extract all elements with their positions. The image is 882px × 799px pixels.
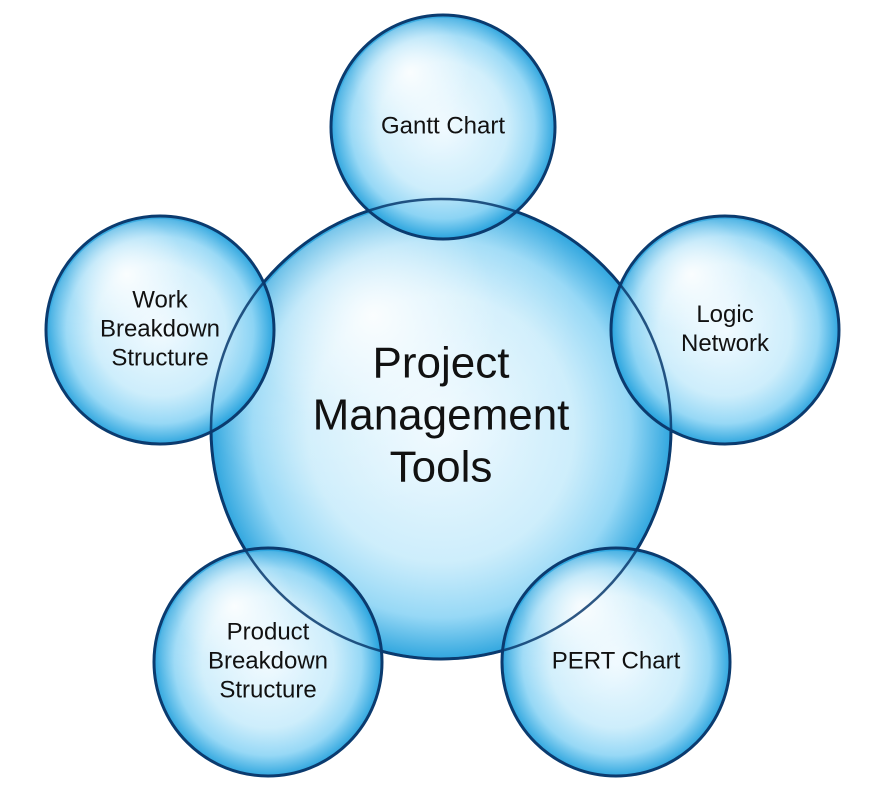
project-management-tools-shine	[214, 202, 668, 656]
logic-network-bubble	[609, 214, 841, 446]
pert-chart-bubble	[500, 546, 732, 778]
pert-chart-shine	[505, 551, 727, 773]
gantt-chart-bubble	[329, 13, 557, 241]
pert-chart-label-line: PERT Chart	[552, 647, 681, 674]
work-breakdown-structure-bubble	[44, 214, 276, 446]
product-breakdown-structure-shine	[157, 551, 379, 773]
logic-network-label-line: Logic	[696, 301, 753, 328]
logic-network-label: Logic Network	[681, 301, 770, 357]
logic-network-label-line: Network	[681, 330, 770, 357]
product-breakdown-structure-label-line: Product	[227, 618, 310, 645]
bubble-layer	[44, 13, 841, 778]
project-management-tools-bubble	[209, 197, 673, 661]
product-breakdown-structure-label-line: Breakdown	[208, 647, 328, 674]
text-layer: Project Management Tools Gantt Chart Logic Ne…	[100, 112, 770, 703]
work-breakdown-structure-label-line: Breakdown	[100, 315, 220, 342]
logic-network-shine	[614, 219, 836, 441]
project-management-tools-outline-overlay	[209, 197, 673, 661]
product-breakdown-structure-label-line: Structure	[219, 676, 316, 703]
product-breakdown-structure-bubble	[152, 546, 384, 778]
work-breakdown-structure-label-line: Structure	[111, 344, 208, 371]
project-management-tools-label: Project Management Tools	[313, 339, 570, 492]
gantt-chart-label-line: Gantt Chart	[381, 112, 505, 139]
product-breakdown-structure-label: Product Breakdown Structure	[208, 618, 328, 703]
gantt-chart-label: Gantt Chart	[381, 112, 505, 139]
pert-chart-label: PERT Chart	[552, 647, 681, 674]
project-management-tools-label-line: Tools	[390, 443, 493, 492]
project-management-tools-label-line: Management	[313, 391, 570, 440]
project-management-tools-label-line: Project	[373, 339, 510, 388]
work-breakdown-structure-label-line: Work	[132, 286, 189, 313]
work-breakdown-structure-label: Work Breakdown Structure	[100, 286, 220, 371]
gantt-chart-shine	[334, 18, 552, 236]
